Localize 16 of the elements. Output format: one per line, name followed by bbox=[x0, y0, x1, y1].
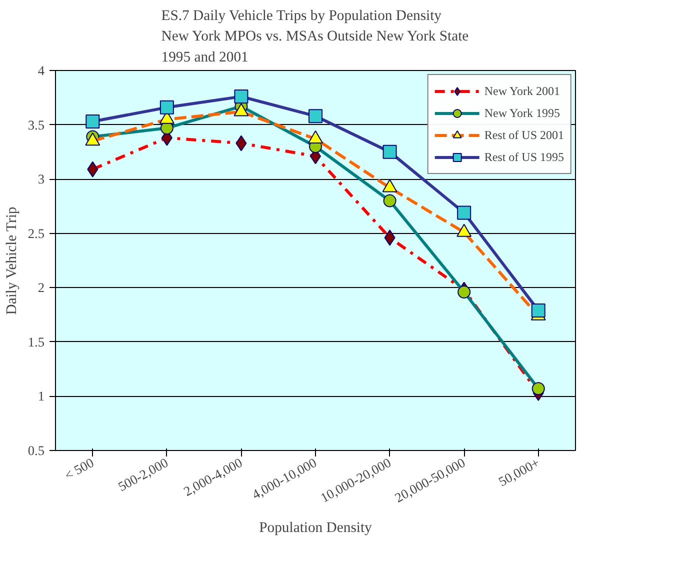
y-tick-label: 0.5 bbox=[28, 443, 45, 458]
legend-label: Rest of US 2001 bbox=[484, 128, 564, 142]
legend-label: New York 2001 bbox=[484, 84, 560, 98]
x-axis-title: Population Density bbox=[259, 520, 373, 536]
y-axis-title: Daily Vehicle Trip bbox=[4, 206, 20, 315]
y-tick-label: 4 bbox=[38, 63, 45, 78]
legend-label: Rest of US 1995 bbox=[484, 150, 564, 164]
chart-title: ES.7 Daily Vehicle Trips by Population Density New York MPOs vs. MSAs Outside New York State 1995 and 2001 bbox=[161, 8, 469, 66]
y-tick-label: 2 bbox=[38, 280, 45, 296]
y-tick-label: 3.5 bbox=[28, 117, 45, 132]
legend-label: New York 1995 bbox=[484, 106, 560, 120]
y-tick-label: 1 bbox=[38, 388, 45, 404]
y-tick-label: 3 bbox=[38, 172, 45, 187]
y-tick-label: 1.5 bbox=[28, 334, 45, 350]
y-tick-label: 2.5 bbox=[28, 226, 45, 241]
x-tick-label: < 500 bbox=[62, 454, 97, 483]
